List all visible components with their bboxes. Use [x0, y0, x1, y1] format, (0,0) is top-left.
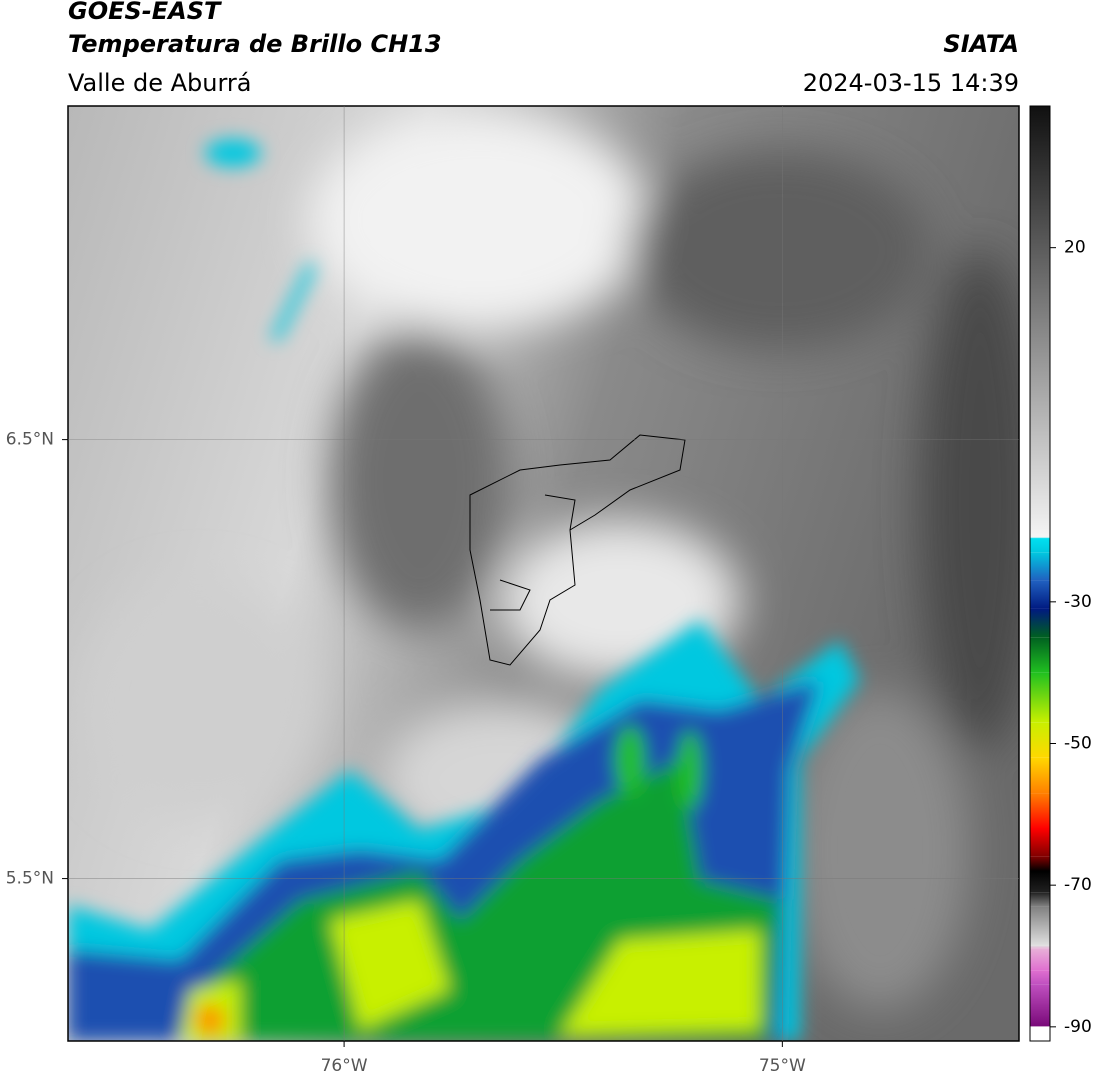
colorbar-segment	[1030, 793, 1050, 829]
colorbar-frame	[1029, 105, 1051, 1042]
municipal-boundary	[469, 434, 686, 666]
colorbar-segment	[1030, 828, 1050, 857]
lon-tick-label: 75°W	[759, 1056, 806, 1076]
colorbar-tick-label: 20	[1064, 238, 1086, 258]
colorbar-segment	[1030, 1026, 1050, 1041]
title: GOES-EAST	[68, 0, 222, 25]
colorbar-segment	[1030, 757, 1050, 794]
colorbar-segment	[1030, 948, 1050, 971]
lon-tick-label: 76°W	[321, 1056, 368, 1076]
lat-tick-label: 5.5°N	[6, 869, 54, 889]
colorbar-segment	[1030, 537, 1050, 539]
colorbar-segment	[1030, 580, 1050, 609]
colorbar-segment	[1030, 871, 1050, 893]
colorbar-segment	[1030, 106, 1050, 538]
colorbar-segment	[1030, 906, 1050, 946]
region: Valle de Aburrá	[68, 69, 252, 97]
colorbar-tick-label: -30	[1064, 592, 1092, 612]
colorbar-segment	[1030, 608, 1050, 638]
colorbar-segment	[1030, 538, 1050, 553]
colorbar-segment	[1030, 1026, 1050, 1027]
colorbar-segment	[1030, 970, 1050, 985]
satellite-image	[68, 106, 1019, 1041]
colorbar-tick-label: -90	[1064, 1017, 1092, 1037]
source: SIATA	[943, 30, 1019, 58]
lat-tick-label: 6.5°N	[6, 430, 54, 450]
colorbar-segment	[1030, 722, 1050, 758]
colorbar-segment	[1030, 637, 1050, 673]
colorbar-tick-label: -50	[1064, 734, 1092, 754]
colorbar-segment	[1030, 892, 1050, 907]
colorbar-segment	[1030, 945, 1050, 949]
colorbar-segment	[1030, 672, 1050, 723]
subtitle: Temperatura de Brillo CH13	[68, 30, 442, 58]
colorbar-segment	[1030, 552, 1050, 581]
map-frame	[67, 105, 1020, 1042]
timestamp: 2024-03-15 14:39	[803, 69, 1019, 97]
colorbar-segment	[1030, 856, 1050, 871]
colorbar-tick-label: -70	[1064, 875, 1092, 895]
colorbar-segment	[1030, 984, 1050, 1027]
